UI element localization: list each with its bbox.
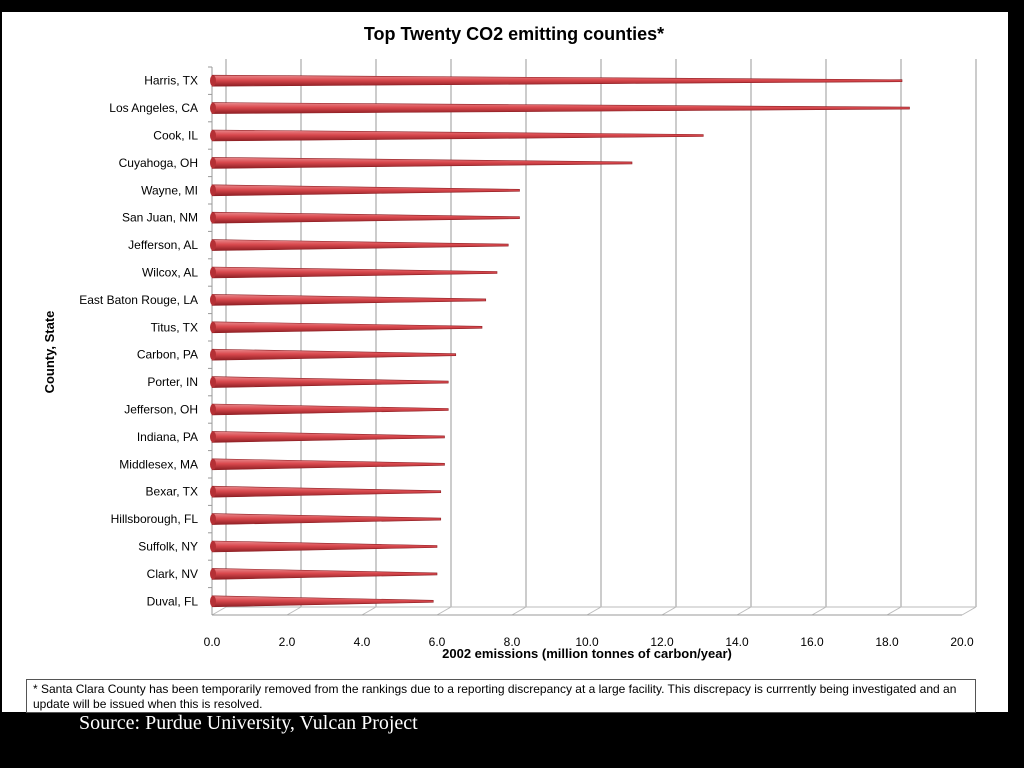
category-label: Jefferson, OH — [124, 403, 198, 417]
chart-title: Top Twenty CO2 emitting counties* — [364, 24, 664, 44]
x-tick-label: 0.0 — [204, 635, 221, 649]
bar-base — [210, 75, 216, 87]
category-label: East Baton Rouge, LA — [79, 293, 198, 307]
bar-base — [210, 376, 216, 388]
category-label: Los Angeles, CA — [109, 101, 198, 115]
bar-base — [210, 102, 216, 114]
bar-base — [210, 212, 216, 224]
footnote: * Santa Clara County has been temporaril… — [26, 679, 976, 713]
bar — [211, 403, 449, 416]
floor-line — [511, 606, 527, 616]
bar-base — [210, 486, 216, 498]
category-label: Duval, FL — [147, 594, 199, 608]
floor-line — [361, 606, 377, 616]
bar-base — [210, 513, 216, 525]
x-tick-label: 16.0 — [800, 635, 824, 649]
category-label: Middlesex, MA — [119, 457, 198, 471]
category-label: Wilcox, AL — [142, 266, 198, 280]
x-tick-label: 12.0 — [650, 635, 674, 649]
y-axis-label: County, State — [42, 311, 57, 394]
category-label: Titus, TX — [151, 320, 198, 334]
bar — [211, 129, 704, 142]
bar — [211, 540, 438, 553]
bar — [211, 485, 442, 498]
bar — [211, 184, 520, 197]
bar — [211, 376, 449, 388]
bar — [211, 157, 633, 169]
bar-base — [210, 130, 216, 141]
bar-base — [210, 321, 216, 333]
floor-line — [961, 606, 977, 616]
category-label: Wayne, MI — [141, 183, 198, 197]
bar-base — [210, 404, 216, 415]
x-tick-label: 8.0 — [504, 635, 521, 649]
bar — [211, 595, 434, 608]
category-labels: Harris, TX Los Angeles, CA Cook, IL Cuyahog… — [79, 74, 198, 609]
x-tick-labels: 0.0 2.0 4.0 6.0 8.0 10.0 12.0 14.0 16.0 18.0 20.0 — [204, 635, 974, 649]
bar-base — [210, 157, 216, 169]
category-label: Suffolk, NY — [138, 540, 198, 554]
floor-line — [586, 606, 602, 616]
bar-base — [210, 349, 216, 361]
floor-line — [436, 606, 452, 616]
x-tick-label: 18.0 — [875, 635, 899, 649]
bar-base — [210, 431, 216, 443]
x-axis-label: 2002 emissions (million tonnes of carbon… — [442, 646, 732, 661]
bar — [211, 458, 445, 471]
bar-base — [210, 294, 216, 306]
category-label: Harris, TX — [144, 74, 198, 88]
category-label: Cook, IL — [153, 129, 198, 143]
x-tick-label: 14.0 — [725, 635, 749, 649]
bar-base — [210, 267, 216, 278]
bar — [211, 513, 442, 525]
category-label: Indiana, PA — [137, 430, 198, 444]
bars — [210, 74, 910, 608]
bar — [211, 348, 457, 361]
chart-panel: Top Twenty CO2 emitting counties* Harris… — [2, 12, 1008, 713]
category-label: San Juan, NM — [122, 211, 198, 225]
bar — [211, 266, 498, 279]
bar — [211, 211, 520, 224]
x-tick-label: 6.0 — [429, 635, 446, 649]
bar — [211, 239, 509, 251]
category-label: Carbon, PA — [137, 348, 198, 362]
floor-line — [811, 606, 827, 616]
bar-base — [210, 184, 216, 196]
x-tick-label: 2.0 — [279, 635, 296, 649]
category-label: Porter, IN — [147, 375, 198, 389]
category-label: Clark, NV — [147, 567, 198, 581]
category-label: Hillsborough, FL — [111, 512, 199, 526]
category-label: Cuyahoga, OH — [119, 156, 198, 170]
category-label: Jefferson, AL — [128, 238, 198, 252]
category-label: Bexar, TX — [146, 485, 198, 499]
floor-line — [211, 606, 227, 616]
floor-line — [661, 606, 677, 616]
bar-base — [210, 541, 216, 552]
bar-base — [210, 568, 216, 580]
bar — [211, 102, 910, 114]
floor-line — [886, 606, 902, 616]
bar-base — [210, 239, 216, 251]
x-tick-label: 10.0 — [575, 635, 599, 649]
bar — [211, 74, 903, 87]
gridlines — [208, 59, 977, 616]
x-tick-label: 20.0 — [950, 635, 974, 649]
bar — [211, 568, 438, 580]
bar-base — [210, 595, 216, 607]
source-caption: Source: Purdue University, Vulcan Projec… — [79, 712, 418, 734]
bar — [211, 294, 487, 306]
bar — [211, 431, 445, 443]
bar-base — [210, 458, 216, 470]
x-tick-label: 4.0 — [354, 635, 371, 649]
chart: Top Twenty CO2 emitting counties* Harris… — [42, 24, 977, 661]
floor-line — [286, 606, 302, 616]
bar — [211, 321, 483, 334]
floor-line — [736, 606, 752, 616]
